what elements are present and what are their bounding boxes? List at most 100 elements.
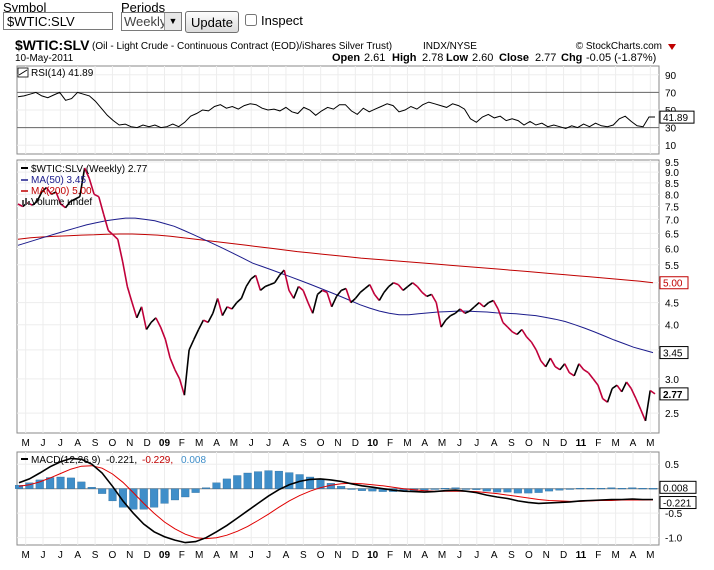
- price-line-segment: [587, 372, 594, 380]
- macd-x-label: A: [74, 550, 81, 561]
- ohlc-close-value: 2.77: [535, 52, 556, 64]
- macd-x-label: 10: [367, 550, 379, 561]
- price-x-label: M: [230, 438, 238, 449]
- price-line-segment: [164, 339, 171, 359]
- macd-histogram-bar: [118, 488, 127, 508]
- macd-x-label: M: [611, 550, 619, 561]
- price-line-segment: [150, 317, 157, 323]
- price-x-label: S: [92, 438, 99, 449]
- price-line-segment: [93, 193, 100, 198]
- price-line-segment: [354, 291, 361, 299]
- macd-histogram-bar: [649, 488, 658, 490]
- price-line-segment: [231, 302, 238, 310]
- macd-x-label: S: [508, 550, 515, 561]
- price-line-segment: [620, 381, 628, 393]
- price-x-label: N: [126, 438, 133, 449]
- price-line-segment: [450, 312, 456, 317]
- ohlc-chg-label: Chg: [561, 52, 582, 64]
- macd-histogram-bar: [181, 488, 190, 498]
- stockcharts-credit: © StockCharts.com: [576, 41, 662, 52]
- periods-select[interactable]: Weekly ▼: [121, 12, 182, 31]
- price-line-segment: [121, 261, 129, 287]
- price-line-segment: [469, 306, 475, 312]
- macd-x-label: M: [230, 550, 238, 561]
- price-x-label: A: [74, 438, 81, 449]
- ma200-last-value-box: [659, 276, 689, 290]
- price-line-segment: [559, 363, 566, 371]
- macd-histogram-bar: [545, 488, 554, 492]
- macd-x-label: M: [195, 550, 203, 561]
- price-x-label: M: [22, 438, 30, 449]
- ma200-line: [17, 233, 654, 284]
- price-line-segment: [373, 293, 380, 301]
- price-line-segment: [359, 287, 366, 294]
- macd-x-label: A: [283, 550, 290, 561]
- price-line-segment: [226, 306, 233, 310]
- price-line-segment: [311, 294, 319, 314]
- price-line-segment: [521, 329, 528, 338]
- price-line-segment: [245, 278, 252, 287]
- macd-histogram-bar: [524, 488, 533, 494]
- price-x-label: O: [317, 438, 325, 449]
- price-line-segment: [140, 306, 148, 330]
- price-tick-label: 5.5: [665, 261, 679, 272]
- macd-histogram-bar: [285, 472, 294, 489]
- chevron-down-icon[interactable]: ▼: [164, 13, 181, 30]
- macd-x-label: M: [646, 550, 654, 561]
- price-tick-label: 7.0: [665, 215, 679, 226]
- price-x-label: J: [457, 438, 462, 449]
- price-line-segment: [183, 349, 190, 396]
- price-line-segment: [440, 319, 447, 328]
- credit-dropdown-icon[interactable]: [668, 44, 676, 50]
- macd-legend-title: MACD(12,26,9): [31, 455, 100, 466]
- macd-x-label: O: [317, 550, 325, 561]
- price-line-segment: [625, 381, 632, 389]
- price-tick-label: 4.0: [665, 321, 679, 332]
- price-line-segment: [512, 331, 518, 336]
- price-line-segment: [649, 389, 656, 395]
- header-description: (Oil - Light Crude - Continuous Contract…: [92, 41, 392, 52]
- price-line-segment: [507, 326, 513, 333]
- macd-signal-line: [18, 465, 654, 540]
- price-line-segment: [435, 302, 442, 328]
- price-line-segment: [107, 229, 114, 236]
- update-button[interactable]: Update: [185, 11, 239, 33]
- price-line-segment: [288, 289, 295, 299]
- price-x-label: M: [195, 438, 203, 449]
- price-line-segment: [316, 289, 323, 296]
- inspect-checkbox[interactable]: [245, 14, 257, 26]
- price-line-segment: [549, 357, 556, 368]
- symbol-input[interactable]: [3, 12, 113, 30]
- macd-histogram-bar: [451, 487, 460, 489]
- price-line-segment: [635, 398, 642, 410]
- price-line-segment: [31, 200, 38, 206]
- macd-histogram-bar: [628, 487, 637, 489]
- rsi-tick-label: 10: [665, 141, 677, 152]
- macd-x-label: O: [525, 550, 533, 561]
- macd-x-label: F: [595, 550, 601, 561]
- macd-histogram-bar: [243, 472, 252, 489]
- price-x-label: M: [403, 438, 411, 449]
- price-line-segment: [630, 388, 637, 400]
- price-line-segment: [64, 201, 71, 209]
- price-legend-volume: Volume undef: [31, 197, 92, 208]
- macd-histogram-last-box: [659, 480, 697, 494]
- price-line-segment: [278, 269, 285, 276]
- price-line-segment: [478, 301, 485, 308]
- macd-histogram-bar: [191, 488, 200, 493]
- macd-histogram-bar: [274, 470, 283, 489]
- price-line-segment: [530, 341, 537, 351]
- macd-histogram-bar: [337, 486, 346, 489]
- macd-histogram-bar: [565, 488, 574, 490]
- price-line-segment: [203, 319, 209, 324]
- price-line-segment: [402, 285, 409, 292]
- price-line-segment: [330, 296, 338, 308]
- price-line-segment: [578, 363, 585, 371]
- price-line-segment: [274, 274, 281, 284]
- price-x-label: D: [144, 438, 151, 449]
- price-line-segment: [540, 360, 547, 368]
- ohlc-low-value: 2.60: [472, 52, 493, 64]
- price-line-segment: [207, 312, 214, 323]
- macd-x-label: A: [213, 550, 220, 561]
- rsi-legend: RSI(14) 41.89: [31, 68, 94, 79]
